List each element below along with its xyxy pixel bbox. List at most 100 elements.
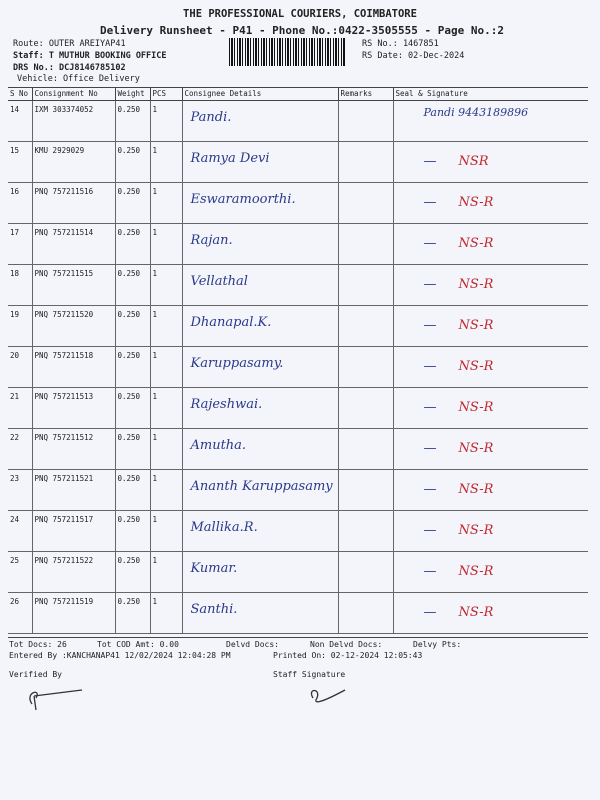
weight: 0.250 [114, 264, 150, 306]
pcs: 1 [149, 346, 182, 388]
serial-no: 24 [8, 510, 32, 552]
serial-no: 17 [8, 223, 32, 265]
vehicle: Vehicle: Office Delivery [17, 74, 140, 84]
consignment-no: PNQ 757211517 [31, 510, 115, 552]
table-row: 21 PNQ 757211513 0.250 1 Rajeshwai. — NS-R [8, 387, 588, 429]
column-header: Seal & Signature [392, 87, 588, 101]
tot-docs: Tot Docs: 26 [9, 640, 67, 649]
table-row: 17 PNQ 757211514 0.250 1 Rajan. — NS-R [8, 223, 588, 265]
pcs: 1 [149, 141, 182, 183]
serial-no: 19 [8, 305, 32, 347]
table-row: 19 PNQ 757211520 0.250 1 Dhanapal.K. — NS-R [8, 305, 588, 347]
staff-signature-label: Staff Signature [273, 670, 346, 679]
remarks [337, 264, 393, 306]
seal-signature: — NSR [392, 141, 588, 183]
seal-signature: Pandi 9443189896 [392, 100, 588, 142]
weight: 0.250 [114, 100, 150, 142]
signature-text: NS-R [458, 359, 494, 374]
weight: 0.250 [114, 428, 150, 470]
consignee-name: Ananth Karuppasamy [181, 469, 338, 511]
weight: 0.250 [114, 182, 150, 224]
table-row: 18 PNQ 757211515 0.250 1 Vellathal — NS-R [8, 264, 588, 306]
consignee-name: Kumar. [181, 551, 338, 593]
signature-text: NS-R [458, 195, 494, 210]
company-name: THE PROFESSIONAL COURIERS, COIMBATORE [183, 8, 417, 20]
signature-text: NS-R [458, 482, 494, 497]
signature-text: NS-R [458, 564, 494, 579]
column-header: Consignment No [31, 87, 115, 101]
consignee-name: Amutha. [181, 428, 338, 470]
runsheet-title: Delivery Runsheet - P41 - Phone No.:0422… [100, 24, 504, 37]
remarks [337, 346, 393, 388]
consignment-no: PNQ 757211519 [31, 592, 115, 634]
seal-signature: — NS-R [392, 223, 588, 265]
weight: 0.250 [114, 592, 150, 634]
table-row: 26 PNQ 757211519 0.250 1 Santhi. — NS-R [8, 592, 588, 634]
seal-signature: — NS-R [392, 264, 588, 306]
pcs: 1 [149, 469, 182, 511]
consignee-name: Rajan. [181, 223, 338, 265]
consignment-no: PNQ 757211513 [31, 387, 115, 429]
consignment-no: PNQ 757211512 [31, 428, 115, 470]
table-row: 23 PNQ 757211521 0.250 1 Ananth Karuppasamy —… [8, 469, 588, 511]
serial-no: 15 [8, 141, 32, 183]
remarks [337, 551, 393, 593]
serial-no: 16 [8, 182, 32, 224]
serial-no: 23 [8, 469, 32, 511]
seal-signature: — NS-R [392, 387, 588, 429]
signature-text: NS-R [458, 605, 494, 620]
consignment-no: PNQ 757211516 [31, 182, 115, 224]
pcs: 1 [149, 387, 182, 429]
remarks [337, 223, 393, 265]
weight: 0.250 [114, 510, 150, 552]
table-row: 15 KMU 2929029 0.250 1 Ramya Devi — NSR [8, 141, 588, 183]
seal-signature: — NS-R [392, 551, 588, 593]
remarks [337, 141, 393, 183]
consignment-no: PNQ 757211521 [31, 469, 115, 511]
consignee-name: Vellathal [181, 264, 338, 306]
consignment-no: PNQ 757211518 [31, 346, 115, 388]
staff-signature [310, 689, 346, 703]
weight: 0.250 [114, 141, 150, 183]
remarks [337, 592, 393, 634]
column-header: S No [8, 87, 32, 101]
serial-no: 26 [8, 592, 32, 634]
remarks [337, 182, 393, 224]
signature-text: NSR [458, 154, 489, 169]
weight: 0.250 [114, 551, 150, 593]
seal-signature: — NS-R [392, 428, 588, 470]
entered-by: Entered By :KANCHANAP41 12/02/2024 12:04… [9, 651, 231, 660]
signature-text: NS-R [458, 400, 494, 415]
staff: Staff: T MUTHUR BOOKING OFFICE [13, 51, 167, 61]
seal-signature: — NS-R [392, 469, 588, 511]
tot-cod: Tot COD Amt: 0.00 [97, 640, 179, 649]
consignment-no: KMU 2929029 [31, 141, 115, 183]
pcs: 1 [149, 100, 182, 142]
column-header: Consignee Details [181, 87, 338, 101]
remarks [337, 469, 393, 511]
pcs: 1 [149, 182, 182, 224]
consignment-no: PNQ 757211520 [31, 305, 115, 347]
pcs: 1 [149, 551, 182, 593]
runsheet-table: S No Consignment No Weight PCS Consignee Det… [8, 87, 588, 634]
drs-no: DRS No.: DCJ8146785102 [13, 63, 126, 73]
table-row: 16 PNQ 757211516 0.250 1 Eswaramoorthi. — NS-R [8, 182, 588, 224]
serial-no: 25 [8, 551, 32, 593]
consignment-no: PNQ 757211515 [31, 264, 115, 306]
remarks [337, 387, 393, 429]
weight: 0.250 [114, 346, 150, 388]
remarks [337, 510, 393, 552]
remarks [337, 305, 393, 347]
delvd-docs: Delvd Docs: [226, 640, 279, 649]
seal-signature: — NS-R [392, 510, 588, 552]
weight: 0.250 [114, 223, 150, 265]
non-delvd-docs: Non Delvd Docs: [310, 640, 383, 649]
consignee-name: Santhi. [181, 592, 338, 634]
pcs: 1 [149, 428, 182, 470]
pcs: 1 [149, 592, 182, 634]
barcode [229, 38, 345, 66]
weight: 0.250 [114, 469, 150, 511]
weight: 0.250 [114, 387, 150, 429]
column-header: Weight [114, 87, 150, 101]
